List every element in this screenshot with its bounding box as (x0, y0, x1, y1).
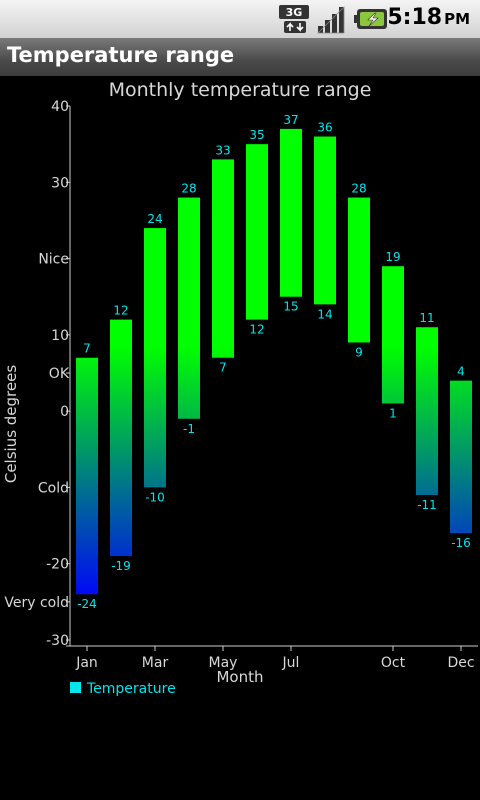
x-axis: Jan Mar May Jul Oct Dec (66, 645, 478, 671)
range-bar (280, 128, 302, 297)
high-value-label: 33 (215, 143, 230, 157)
high-value-label: 12 (113, 304, 128, 318)
legend-swatch (70, 682, 81, 693)
y-tick-label: -30 (46, 633, 69, 649)
low-value-label: -1 (183, 422, 195, 436)
range-bar (110, 319, 132, 557)
app-title: Temperature range (7, 43, 235, 67)
y-tick-label: OK (49, 366, 70, 382)
range-bar (314, 136, 336, 305)
low-value-label: 1 (389, 407, 397, 421)
range-bar (76, 357, 98, 595)
y-tick-label: 40 (51, 99, 69, 115)
y-axis: 40 30 Nice 10 OK 0 Cold -20 Very cold -30 (4, 99, 71, 649)
range-bar (246, 144, 268, 320)
x-tick-label: Mar (142, 655, 169, 671)
range-bar (178, 197, 200, 419)
low-value-label: -24 (77, 597, 97, 611)
temperature-chart: Monthly temperature range 40 30 Nice 10 OK 0 C… (2, 79, 478, 697)
legend: Temperature (70, 681, 176, 697)
legend-label: Temperature (86, 681, 176, 697)
x-tick-label: Oct (381, 655, 406, 671)
clock: 5:18 PM (387, 5, 470, 30)
y-tick-label: Very cold (4, 595, 69, 611)
title-bar: Temperature range (0, 38, 480, 76)
high-value-label: 35 (249, 128, 264, 142)
high-value-label: 24 (147, 212, 162, 226)
range-bar (348, 197, 370, 343)
chart-title: Monthly temperature range (109, 79, 372, 101)
data-labels: 7-2412-1924-1028-13373512371536142891911… (77, 113, 471, 611)
low-value-label: -10 (145, 490, 165, 504)
high-value-label: 37 (283, 113, 298, 127)
signal-strength-icon (317, 6, 345, 34)
y-tick-label: Cold (38, 480, 69, 496)
high-value-label: 11 (419, 311, 434, 325)
low-value-label: 15 (283, 300, 298, 314)
range-bar (450, 380, 472, 534)
high-value-label: 19 (385, 250, 400, 264)
y-tick-label: -20 (46, 557, 69, 573)
high-value-label: 28 (351, 182, 366, 196)
low-value-label: 9 (355, 345, 363, 359)
x-tick-label: Dec (447, 655, 474, 671)
low-value-label: -16 (451, 536, 471, 550)
x-axis-title: Month (216, 668, 263, 686)
y-tick-label: 10 (51, 328, 69, 344)
high-value-label: 36 (317, 121, 332, 135)
x-tick-label: Jul (282, 655, 300, 671)
x-tick-label: Jan (75, 655, 98, 671)
low-value-label: -11 (417, 498, 437, 512)
3g-data-icon: 3G (279, 5, 309, 33)
clock-ampm: PM (444, 10, 470, 28)
range-bar (144, 228, 166, 488)
x-tick-label: May (209, 655, 238, 671)
clock-time: 5:18 (387, 5, 443, 30)
y-axis-title: Celsius degrees (2, 365, 20, 484)
low-value-label: 14 (317, 307, 332, 321)
low-value-label: 7 (219, 361, 227, 375)
range-bar (416, 327, 438, 496)
low-value-label: 12 (249, 323, 264, 337)
low-value-label: -19 (111, 559, 131, 573)
range-bar (382, 266, 404, 404)
high-value-label: 28 (181, 182, 196, 196)
y-tick-label: Nice (38, 252, 69, 268)
y-tick-label: 30 (51, 175, 69, 191)
bars (76, 128, 472, 595)
status-bar: 3G 5:18 PM (0, 0, 480, 38)
high-value-label: 4 (457, 365, 465, 379)
range-bar (212, 159, 234, 358)
high-value-label: 7 (83, 342, 91, 356)
y-tick-label: 0 (60, 404, 69, 420)
battery-charging-icon (354, 9, 387, 29)
svg-text:3G: 3G (286, 6, 303, 19)
